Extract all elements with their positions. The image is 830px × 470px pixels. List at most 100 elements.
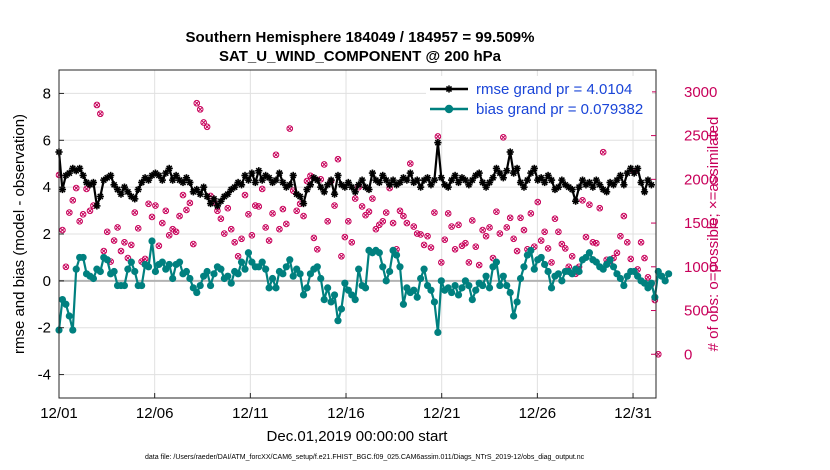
obs-assimilated-marker xyxy=(156,243,162,249)
x-tick-label: 12/06 xyxy=(136,405,174,422)
obs-possible-marker xyxy=(424,232,431,240)
obs-assimilated-marker xyxy=(555,229,561,235)
rmse-point xyxy=(465,181,473,189)
bias-point xyxy=(430,298,439,306)
rmse-point xyxy=(489,174,497,182)
rmse-point xyxy=(165,164,173,172)
bias-point xyxy=(324,284,332,292)
rmse-point xyxy=(616,171,625,180)
obs-assimilated-marker xyxy=(366,209,372,215)
bias-point xyxy=(158,258,166,266)
rmse-marker-stroke xyxy=(341,184,348,191)
obs-possible-marker xyxy=(396,207,404,215)
obs-possible-marker xyxy=(234,253,242,260)
bias-point xyxy=(472,286,480,294)
rmse-marker-stroke xyxy=(565,184,572,191)
obs-possible-marker xyxy=(69,197,77,204)
rmse-marker-stroke xyxy=(358,177,366,184)
legend-rmse-marker xyxy=(445,85,453,93)
bias-point xyxy=(537,253,545,262)
rmse-marker-stroke xyxy=(59,186,66,193)
rmse-point xyxy=(417,183,425,191)
obs-assimilated-marker xyxy=(476,262,482,268)
rmse-point xyxy=(527,169,535,177)
obs-assimilated-marker xyxy=(94,102,100,108)
obs-assimilated-marker xyxy=(624,239,630,245)
obs-assimilated-marker xyxy=(562,245,568,251)
obs-assimilated-marker xyxy=(421,242,427,248)
rmse-point xyxy=(516,178,525,187)
rmse-point xyxy=(554,183,563,191)
obs-possible-marker xyxy=(551,215,559,222)
rmse-marker-stroke xyxy=(396,179,404,186)
obs-assimilated-marker xyxy=(180,192,186,198)
obs-possible-marker xyxy=(221,230,228,237)
obs-possible-marker xyxy=(427,244,435,251)
bias-point xyxy=(530,265,538,273)
rmse-point xyxy=(237,181,246,189)
rmse-marker-stroke xyxy=(179,179,187,186)
rmse-point xyxy=(396,178,404,187)
obs-possible-marker xyxy=(351,195,359,202)
rmse-point xyxy=(251,178,259,187)
bias-point xyxy=(268,274,277,283)
obs-possible-marker xyxy=(462,239,469,247)
bias-point xyxy=(527,246,535,254)
obs-assimilated-marker xyxy=(521,227,527,233)
obs-possible-marker xyxy=(162,207,170,215)
obs-possible-marker xyxy=(128,241,135,249)
obs-possible-marker xyxy=(372,225,380,233)
bias-point xyxy=(485,284,494,292)
obs-possible-marker xyxy=(320,161,328,168)
obs-possible-marker xyxy=(117,247,125,255)
rmse-marker-stroke xyxy=(352,188,359,195)
rmse-marker-stroke xyxy=(69,165,76,172)
obs-possible-marker xyxy=(558,240,566,248)
rmse-point xyxy=(93,202,101,210)
obs-possible-marker xyxy=(286,125,294,132)
rmse-marker-stroke xyxy=(572,198,579,205)
rmse-marker-stroke xyxy=(376,179,383,186)
rmse-point xyxy=(155,171,163,180)
rmse-marker-stroke xyxy=(383,177,390,184)
rmse-point xyxy=(572,197,580,205)
y-tick-label: -2 xyxy=(38,320,51,337)
rmse-marker-stroke xyxy=(613,177,621,184)
rmse-marker-stroke xyxy=(166,165,173,172)
rmse-point xyxy=(510,169,518,177)
obs-assimilated-marker xyxy=(77,218,83,224)
obs-assimilated-marker xyxy=(331,203,338,209)
bias-point xyxy=(169,274,177,283)
obs-assimilated-marker xyxy=(59,227,65,233)
obs-possible-marker xyxy=(469,217,476,224)
rmse-point xyxy=(413,176,421,184)
rmse-marker-stroke xyxy=(327,177,335,184)
obs-possible-marker xyxy=(358,203,366,210)
obs-assimilated-marker xyxy=(535,199,541,205)
bias-point xyxy=(282,263,290,271)
bias-point xyxy=(513,298,521,306)
bias-point xyxy=(585,249,594,257)
obs-possible-marker xyxy=(324,218,331,225)
bias-point xyxy=(448,288,456,297)
bias-point xyxy=(575,267,583,276)
bias-point xyxy=(541,260,549,269)
obs-assimilated-marker xyxy=(283,221,289,227)
obs-possible-marker xyxy=(482,232,490,240)
y2-tick-label: 500 xyxy=(684,303,709,320)
obs-assimilated-marker xyxy=(373,226,379,232)
rmse-marker-stroke xyxy=(200,184,207,191)
rmse-marker-stroke xyxy=(558,177,565,184)
rmse-marker-stroke xyxy=(438,174,445,181)
obs-assimilated-marker xyxy=(276,226,282,232)
rmse-marker-stroke xyxy=(117,191,125,198)
rmse-marker-stroke xyxy=(627,165,634,172)
obs-possible-marker xyxy=(448,223,455,230)
rmse-point xyxy=(423,174,432,182)
obs-possible-marker xyxy=(62,263,70,271)
rmse-point xyxy=(62,171,70,180)
rmse-marker-stroke xyxy=(186,179,193,186)
obs-possible-marker xyxy=(376,221,383,229)
rmse-point xyxy=(313,176,321,184)
bias-point xyxy=(96,267,104,276)
